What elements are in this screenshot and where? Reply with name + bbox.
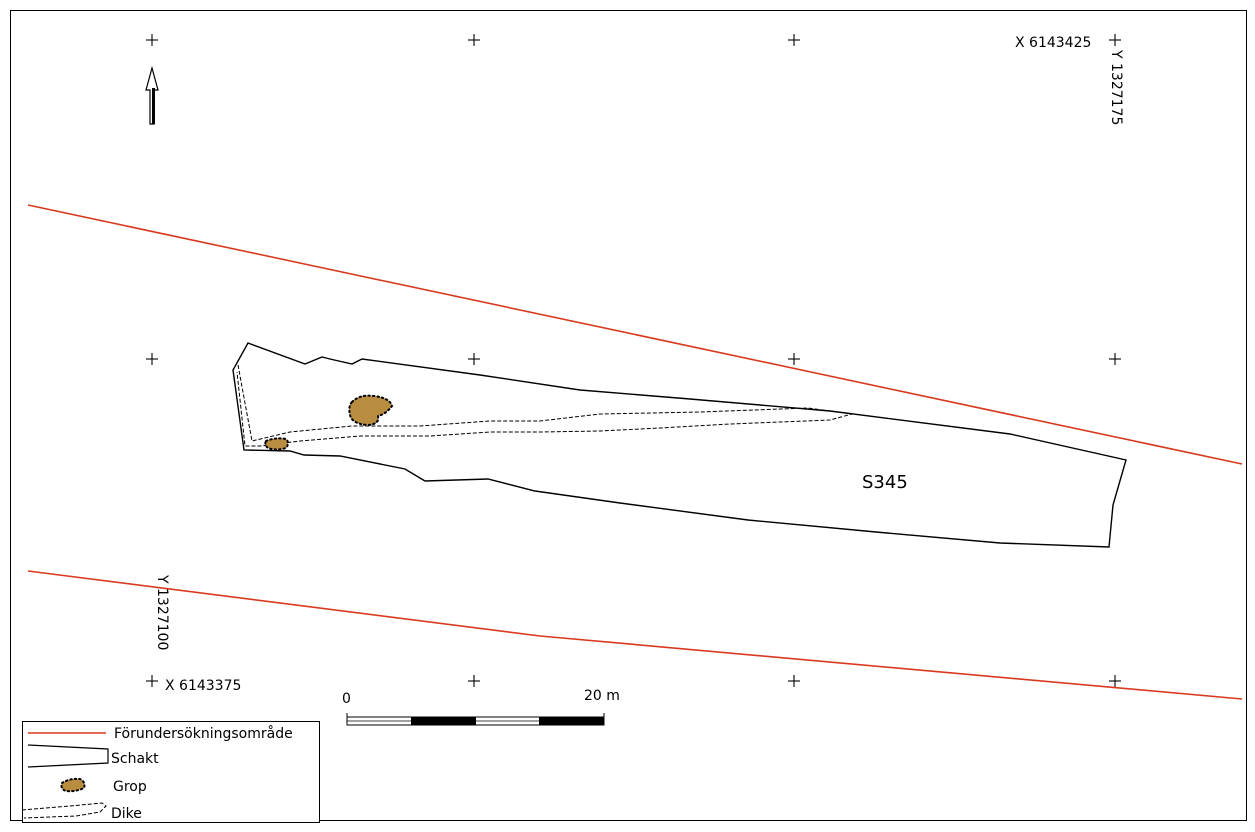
trench-label: S345	[862, 472, 908, 493]
scale-bar-start-label: 0	[342, 691, 351, 707]
coord-y-bottom-left: Y 1327100	[154, 574, 170, 650]
legend-trench-label: Schakt	[111, 751, 159, 767]
legend: Förundersökningsområde Schakt Grop Dike	[22, 722, 320, 823]
coord-x-top-right: X 6143425	[1015, 35, 1091, 51]
coord-y-top-right: Y 1327175	[1108, 49, 1124, 125]
scale-bar-end-label: 20 m	[584, 688, 620, 704]
map-frame	[11, 11, 1247, 821]
legend-ditch-label: Dike	[111, 806, 142, 822]
legend-boundary-label: Förundersökningsområde	[114, 725, 293, 742]
coord-x-bottom-left: X 6143375	[165, 678, 241, 694]
legend-pit-label: Grop	[113, 779, 147, 795]
